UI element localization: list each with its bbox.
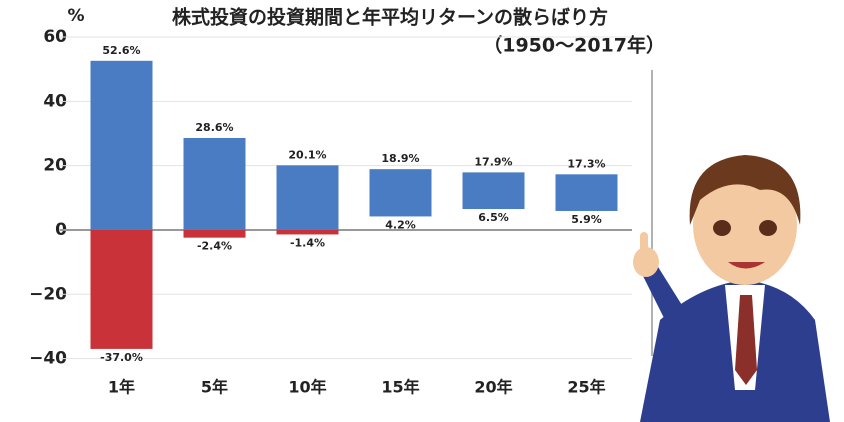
x-tick-label: 5年 <box>201 378 228 397</box>
y-tick-label: 40 <box>43 91 67 111</box>
x-tick-label: 25年 <box>567 378 605 397</box>
value-label: 28.6% <box>195 121 233 134</box>
value-label: -2.4% <box>197 240 232 253</box>
bar-negative <box>276 229 339 235</box>
y-tick-label: 20 <box>43 156 67 176</box>
chart-title: 株式投資の投資期間と年平均リターンの散らばり方 <box>172 6 608 29</box>
value-label: 17.9% <box>474 155 512 168</box>
bar-positive <box>276 165 339 230</box>
value-label: 20.1% <box>288 148 326 161</box>
value-label: 5.9% <box>571 213 602 226</box>
x-tick-label: 1年 <box>108 378 135 397</box>
bar-negative <box>183 229 246 238</box>
y-tick-label: −20 <box>29 284 67 304</box>
y-tick-label: −40 <box>29 349 67 369</box>
x-tick-label: 15年 <box>381 378 419 397</box>
bar-negative <box>90 229 153 349</box>
value-label: -1.4% <box>290 236 325 249</box>
character <box>633 155 830 422</box>
bar-range <box>462 172 525 210</box>
bar-positive <box>90 60 153 230</box>
x-tick-label: 20年 <box>474 378 512 397</box>
value-label: 17.3% <box>567 157 605 170</box>
y-tick-label: 60 <box>43 27 67 47</box>
bar-range <box>369 169 432 217</box>
bar-range <box>555 174 618 211</box>
value-label: 6.5% <box>478 211 509 224</box>
bar-positive <box>183 137 246 230</box>
value-label: 4.2% <box>385 218 416 231</box>
x-tick-label: 10年 <box>288 378 326 397</box>
value-label: -37.0% <box>100 351 143 364</box>
value-label: 18.9% <box>381 152 419 165</box>
value-label: 52.6% <box>102 44 140 57</box>
chart-subtitle: （1950〜2017年） <box>483 34 665 57</box>
y-unit: % <box>67 6 84 26</box>
